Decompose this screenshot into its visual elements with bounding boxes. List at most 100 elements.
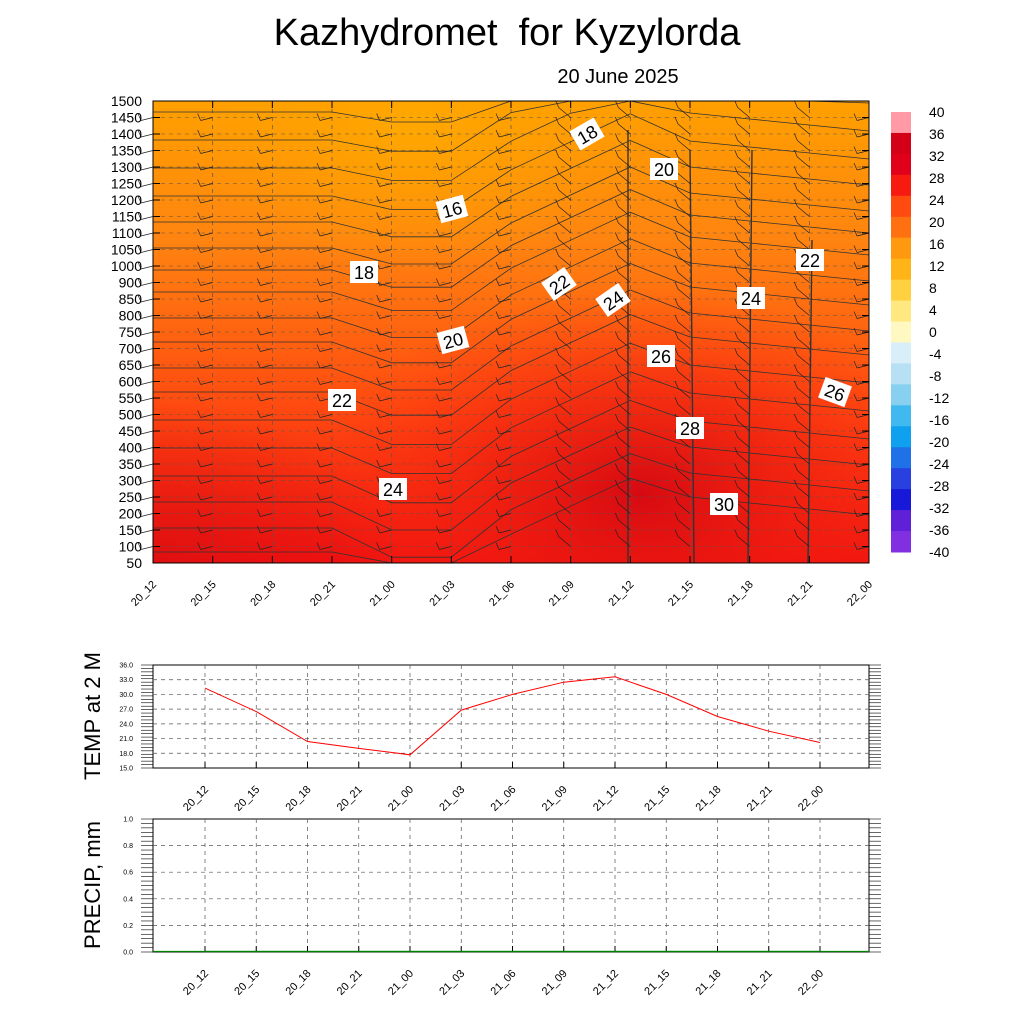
y-tick-label: 1300	[111, 159, 142, 175]
wind-barb-flag	[853, 245, 858, 253]
wind-barb-flag	[853, 344, 858, 352]
wind-barb	[558, 140, 571, 151]
wind-barb-flag	[674, 314, 679, 323]
x-tick-label: 21_06	[489, 968, 519, 998]
wind-barb	[260, 513, 273, 517]
wind-barb-flag	[495, 327, 500, 336]
wind-barb	[319, 480, 333, 484]
isotherm-line	[153, 113, 870, 210]
wind-barb-flag	[197, 327, 201, 336]
wind-barb-flag	[137, 525, 142, 534]
wind-barb-flag	[674, 463, 679, 471]
wind-barb-flag	[495, 179, 500, 187]
wind-barb	[379, 133, 392, 138]
wind-barb	[618, 453, 631, 465]
wind-barb-flag	[794, 232, 798, 240]
x-tick-label: 21_15	[666, 579, 696, 609]
wind-barb-flag	[794, 479, 798, 488]
wind-barb-flag	[794, 182, 798, 191]
wind-barb-flag	[197, 212, 201, 220]
contour-label-box	[676, 417, 704, 439]
wind-barb	[618, 272, 631, 283]
wind-barb-flag	[853, 542, 858, 550]
x-tick-label: 21_06	[489, 784, 519, 814]
contour-label-text: 18	[354, 263, 374, 283]
wind-barb	[558, 338, 571, 349]
wind-barb-flag	[257, 525, 261, 534]
wind-barb	[618, 404, 631, 415]
wind-barb-flag	[853, 426, 858, 435]
wind-barb	[319, 216, 333, 220]
wind-barb	[618, 354, 631, 366]
x-tick-label: 20_21	[335, 784, 365, 814]
contour-label: 30	[710, 493, 738, 515]
wind-barb-flag	[137, 261, 142, 270]
wind-barb-flag	[257, 228, 261, 237]
wind-barb-flag	[615, 182, 619, 191]
wind-barb	[618, 173, 631, 184]
wind-barb-flag	[197, 459, 201, 468]
colorbar-label: 36	[929, 126, 945, 142]
wind-barb-flag	[257, 278, 261, 286]
y-tick-label: 200	[119, 506, 143, 522]
wind-barb-flag	[137, 393, 142, 402]
wind-barb	[558, 239, 571, 250]
wind-barb	[260, 133, 273, 138]
wind-barb-flag	[316, 476, 321, 484]
wind-barb-flag	[376, 162, 380, 171]
wind-barb	[439, 496, 452, 501]
y-tick-label: 750	[119, 324, 143, 340]
isotherm-line	[153, 211, 870, 311]
wind-barb-flag	[615, 149, 619, 158]
wind-barb	[558, 387, 571, 399]
wind-barb	[140, 414, 154, 418]
x-tick-label: 21_03	[437, 784, 467, 814]
wind-barb	[319, 546, 333, 550]
wind-barb-flag	[674, 281, 679, 290]
wind-barb-flag	[257, 113, 261, 121]
colorbar-label: -4	[929, 346, 942, 362]
wind-barb-flag	[555, 463, 559, 471]
wind-barb	[677, 255, 691, 267]
wind-barb	[260, 166, 273, 171]
isotherm-line	[807, 239, 813, 564]
wind-barb	[737, 140, 750, 151]
y-tick-label: 21.0	[119, 736, 133, 743]
colorbar-swatch	[891, 216, 911, 239]
wind-barb-flag	[376, 245, 380, 253]
wind-barb-flag	[734, 347, 738, 356]
isotherm-line	[153, 189, 870, 288]
x-tick-label: 21_03	[437, 968, 467, 998]
wind-barb	[200, 331, 213, 336]
wind-barb	[140, 133, 154, 138]
y-tick-label: 1500	[111, 93, 142, 109]
contour-label-box	[647, 345, 675, 367]
wind-barb	[379, 348, 392, 352]
wind-barb	[379, 397, 392, 402]
wind-barb-flag	[137, 410, 142, 418]
y-tick-label: 350	[119, 456, 143, 472]
colorbar-swatch	[891, 258, 911, 281]
wind-barb-flag	[376, 360, 380, 369]
wind-barb-flag	[257, 377, 261, 385]
x-tick-label: 21_15	[642, 784, 672, 814]
y-tick-label: 1050	[111, 242, 142, 258]
wind-barb-flag	[436, 311, 440, 319]
wind-barb	[140, 183, 154, 187]
y-tick-label: 33.0	[119, 677, 133, 684]
wind-barb	[260, 265, 273, 270]
wind-barb	[618, 536, 631, 547]
wind-barb	[200, 232, 213, 237]
wind-barb-flag	[376, 542, 380, 550]
wind-barb-flag	[794, 331, 798, 339]
wind-barb-flag	[376, 443, 380, 451]
wind-barb-flag	[615, 265, 619, 273]
wind-barb	[140, 529, 154, 534]
wind-barb	[737, 107, 750, 118]
wind-barb	[498, 282, 512, 286]
wind-barb-flag	[436, 410, 440, 418]
wind-barb-flag	[316, 245, 321, 253]
wind-barb-flag	[316, 443, 321, 451]
wind-barb-flag	[316, 360, 321, 369]
wind-barb	[737, 123, 750, 135]
